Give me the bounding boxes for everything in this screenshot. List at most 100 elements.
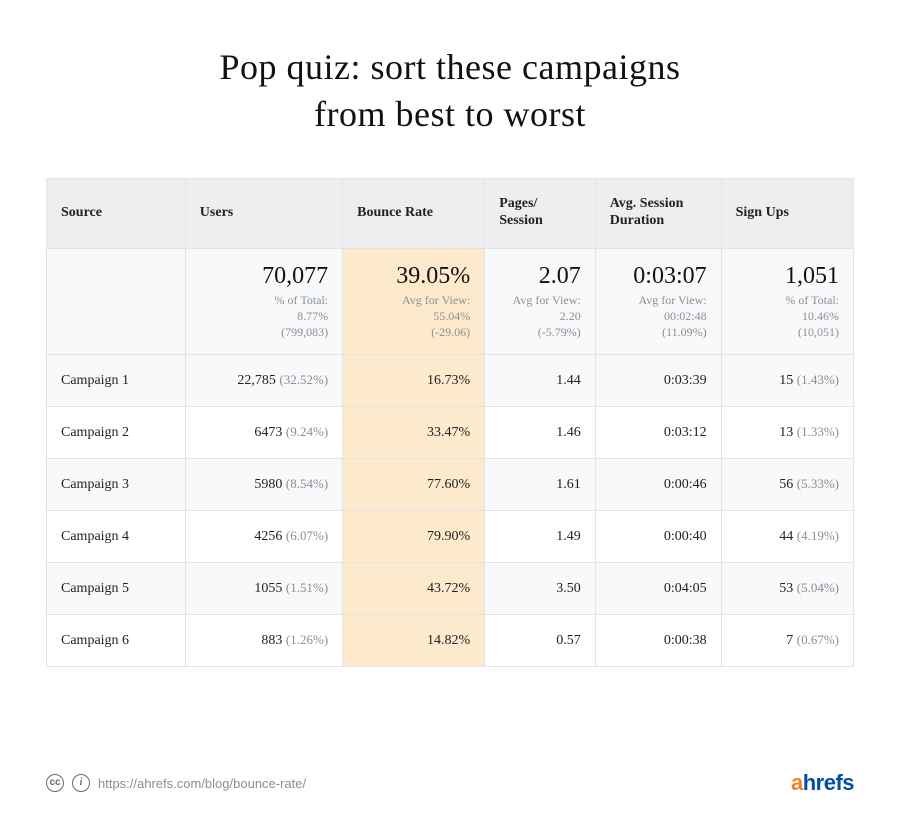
cc-by-icon: i xyxy=(72,774,90,792)
logo-rest: hrefs xyxy=(803,770,854,795)
row-duration: 0:00:38 xyxy=(664,633,707,648)
cell-signups: 15 (1.43%) xyxy=(721,355,853,407)
summary-users-sub3: (799,083) xyxy=(200,324,328,340)
summary-signups: 1,051 % of Total: 10.46% (10,051) xyxy=(721,248,853,355)
row-duration: 0:03:12 xyxy=(664,425,707,440)
footer: cc i https://ahrefs.com/blog/bounce-rate… xyxy=(46,770,854,796)
row-users-pct: (6.07%) xyxy=(286,528,328,543)
cell-source: Campaign 3 xyxy=(47,459,186,511)
row-bounce: 77.60% xyxy=(427,477,470,492)
cell-users: 4256 (6.07%) xyxy=(185,511,342,563)
row-users-pct: (8.54%) xyxy=(286,476,328,491)
row-pages: 3.50 xyxy=(556,581,581,596)
cell-pages: 1.61 xyxy=(485,459,596,511)
cell-signups: 13 (1.33%) xyxy=(721,407,853,459)
summary-duration-sub2: 00:02:48 xyxy=(610,308,707,324)
row-source: Campaign 6 xyxy=(61,633,129,648)
summary-users-value: 70,077 xyxy=(200,263,328,290)
cell-signups: 7 (0.67%) xyxy=(721,615,853,667)
summary-duration-sub1: Avg for View: xyxy=(610,292,707,308)
page-title: Pop quiz: sort these campaigns from best… xyxy=(46,44,854,138)
cell-pages: 1.46 xyxy=(485,407,596,459)
summary-source xyxy=(47,248,186,355)
row-users-pct: (1.51%) xyxy=(286,580,328,595)
table-row: Campaign 44256 (6.07%)79.90%1.490:00:404… xyxy=(47,511,854,563)
cell-bounce: 33.47% xyxy=(343,407,485,459)
row-users-value: 5980 xyxy=(254,477,282,492)
summary-row: 70,077 % of Total: 8.77% (799,083) 39.05… xyxy=(47,248,854,355)
summary-bounce-value: 39.05% xyxy=(357,263,470,290)
row-duration: 0:00:40 xyxy=(664,529,707,544)
cell-bounce: 43.72% xyxy=(343,563,485,615)
row-duration: 0:03:39 xyxy=(664,373,707,388)
footer-url: https://ahrefs.com/blog/bounce-rate/ xyxy=(98,776,306,791)
row-signups-value: 13 xyxy=(779,425,793,440)
cell-source: Campaign 4 xyxy=(47,511,186,563)
row-bounce: 16.73% xyxy=(427,373,470,388)
col-header-pages: Pages/Session xyxy=(485,178,596,248)
table-header-row: Source Users Bounce Rate Pages/Session A… xyxy=(47,178,854,248)
summary-pages-sub1: Avg for View: xyxy=(499,292,581,308)
cell-duration: 0:03:12 xyxy=(595,407,721,459)
summary-pages-sub2: 2.20 xyxy=(499,308,581,324)
row-users-value: 4256 xyxy=(254,529,282,544)
col-header-users: Users xyxy=(185,178,342,248)
cell-users: 1055 (1.51%) xyxy=(185,563,342,615)
cell-users: 22,785 (32.52%) xyxy=(185,355,342,407)
summary-bounce-sub1: Avg for View: xyxy=(357,292,470,308)
row-duration: 0:04:05 xyxy=(664,581,707,596)
row-signups-pct: (0.67%) xyxy=(797,632,839,647)
title-line-2: from best to worst xyxy=(314,94,586,134)
summary-bounce: 39.05% Avg for View: 55.04% (-29.06) xyxy=(343,248,485,355)
row-signups-pct: (1.33%) xyxy=(797,424,839,439)
row-users-value: 22,785 xyxy=(237,373,276,388)
row-pages: 1.46 xyxy=(556,425,581,440)
row-duration: 0:00:46 xyxy=(664,477,707,492)
cell-users: 883 (1.26%) xyxy=(185,615,342,667)
cell-bounce: 77.60% xyxy=(343,459,485,511)
title-line-1: Pop quiz: sort these campaigns xyxy=(220,47,681,87)
cell-duration: 0:03:39 xyxy=(595,355,721,407)
row-signups-value: 44 xyxy=(779,529,793,544)
row-signups-pct: (4.19%) xyxy=(797,528,839,543)
cell-users: 5980 (8.54%) xyxy=(185,459,342,511)
row-signups-pct: (5.33%) xyxy=(797,476,839,491)
cell-duration: 0:00:46 xyxy=(595,459,721,511)
row-users-value: 883 xyxy=(261,633,282,648)
cell-pages: 3.50 xyxy=(485,563,596,615)
ahrefs-logo: ahrefs xyxy=(791,770,854,796)
row-signups-value: 56 xyxy=(779,477,793,492)
cell-source: Campaign 2 xyxy=(47,407,186,459)
col-header-source: Source xyxy=(47,178,186,248)
row-source: Campaign 3 xyxy=(61,477,129,492)
row-bounce: 14.82% xyxy=(427,633,470,648)
summary-duration-value: 0:03:07 xyxy=(610,263,707,290)
cell-bounce: 14.82% xyxy=(343,615,485,667)
row-source: Campaign 1 xyxy=(61,373,129,388)
row-users-value: 1055 xyxy=(254,581,282,596)
cell-duration: 0:00:38 xyxy=(595,615,721,667)
row-pages: 0.57 xyxy=(556,633,581,648)
cell-signups: 56 (5.33%) xyxy=(721,459,853,511)
campaigns-table: Source Users Bounce Rate Pages/Session A… xyxy=(46,178,854,668)
summary-signups-sub2: 10.46% xyxy=(736,308,839,324)
table-body: 70,077 % of Total: 8.77% (799,083) 39.05… xyxy=(47,248,854,667)
row-bounce: 79.90% xyxy=(427,529,470,544)
row-users-pct: (32.52%) xyxy=(279,372,328,387)
table-row: Campaign 3 5980 (8.54%) 77.60% 1.61 0:00:46 5… xyxy=(47,459,854,511)
row-source: Campaign 2 xyxy=(61,425,129,440)
summary-signups-value: 1,051 xyxy=(736,263,839,290)
summary-duration: 0:03:07 Avg for View: 00:02:48 (11.09%) xyxy=(595,248,721,355)
summary-duration-sub3: (11.09%) xyxy=(610,324,707,340)
cell-users: 6473 (9.24%) xyxy=(185,407,342,459)
row-pages: 1.49 xyxy=(556,529,581,544)
col-header-bounce: Bounce Rate xyxy=(343,178,485,248)
summary-bounce-sub2: 55.04% xyxy=(357,308,470,324)
row-signups-pct: (1.43%) xyxy=(797,372,839,387)
cell-source: Campaign 5 xyxy=(47,563,186,615)
table-row: Campaign 6 883 (1.26%) 14.82% 0.57 0:00:38 7 … xyxy=(47,615,854,667)
cell-source: Campaign 6 xyxy=(47,615,186,667)
cell-bounce: 79.90% xyxy=(343,511,485,563)
row-bounce: 43.72% xyxy=(427,581,470,596)
row-users-value: 6473 xyxy=(254,425,282,440)
